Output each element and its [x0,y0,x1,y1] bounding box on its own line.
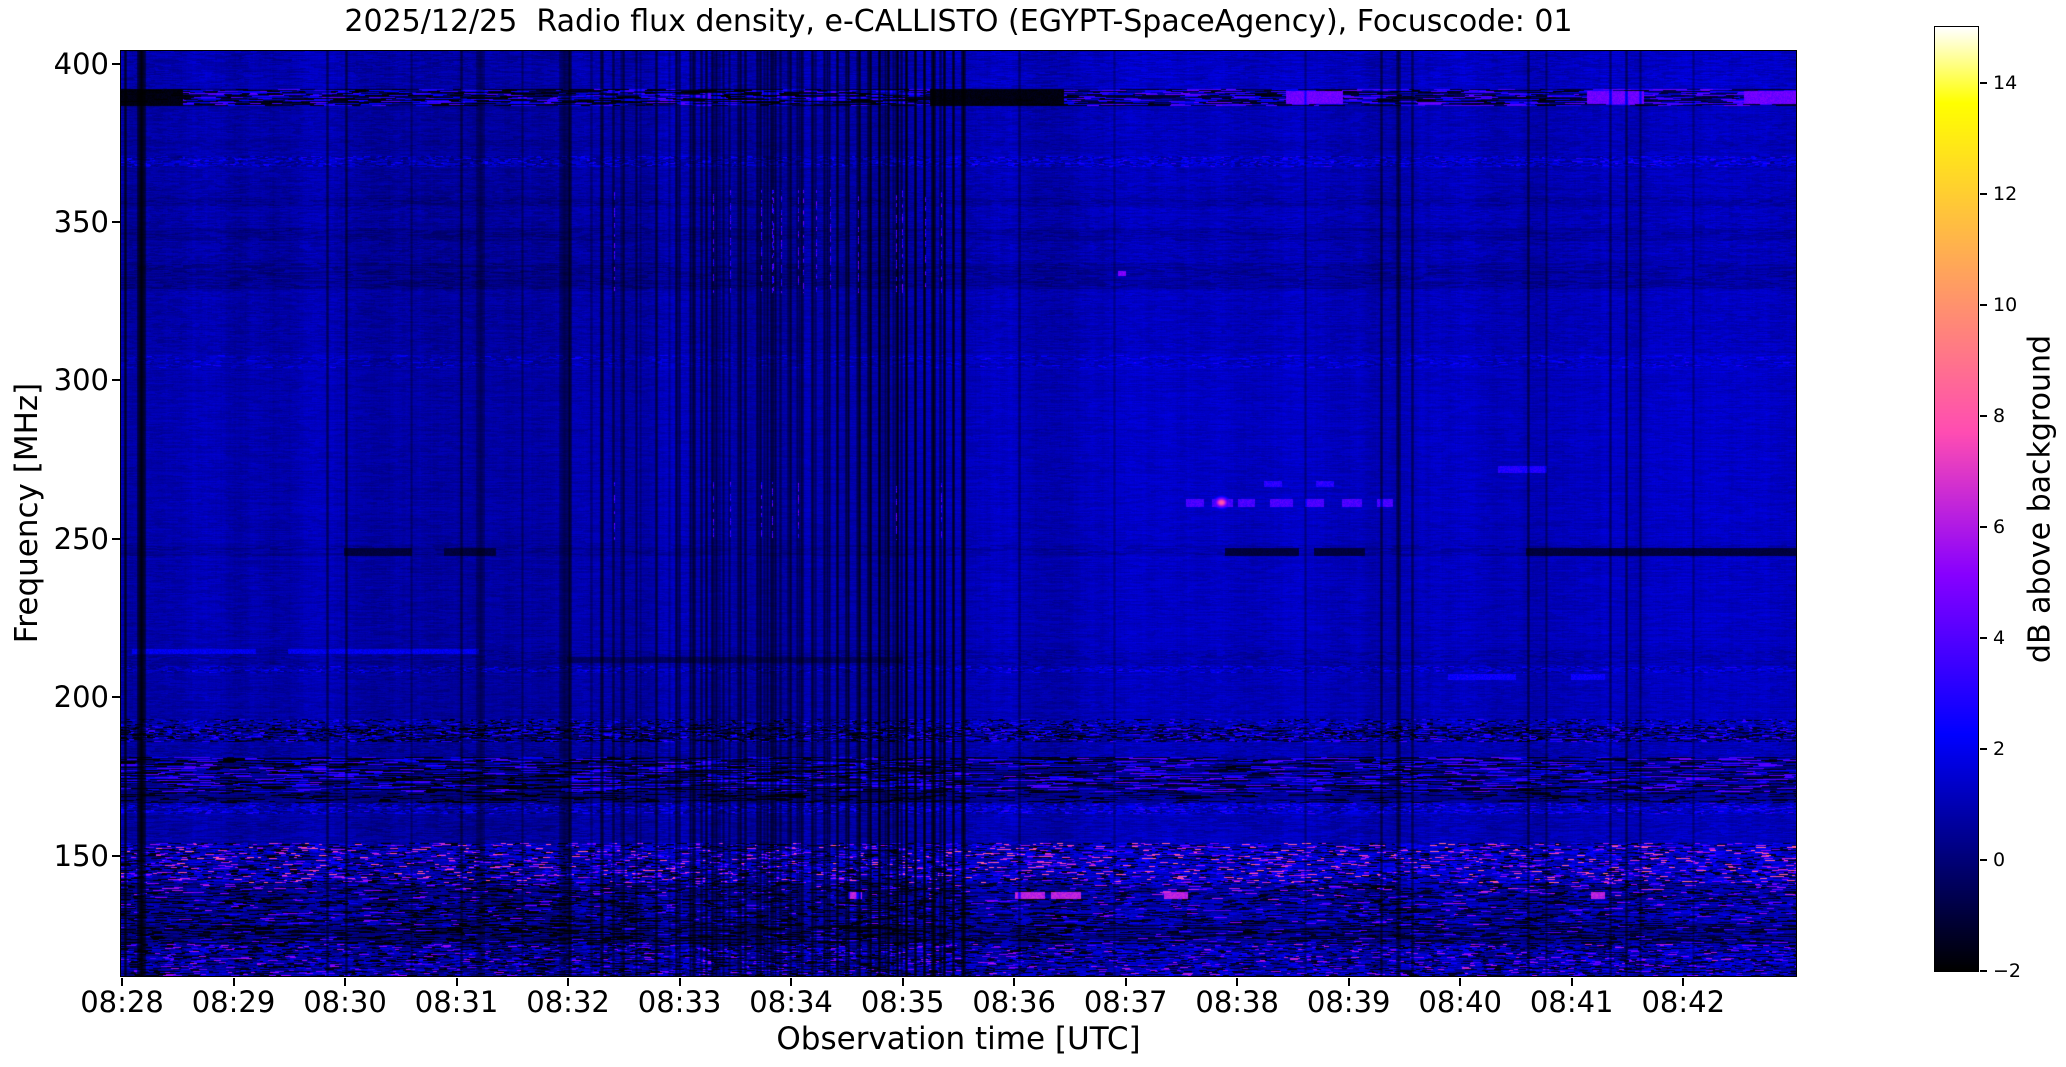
x-tick-label: 08:42 [1641,985,1726,1019]
colorbar-tick-mark [1979,303,1987,306]
y-tick-mark [111,62,120,65]
colorbar-tick-label: −2 [1993,960,2022,982]
colorbar-tick-label: 8 [1993,404,2006,427]
x-tick-label: 08:31 [414,985,499,1019]
colorbar-tick-mark [1979,636,1987,639]
y-tick-mark [111,696,120,699]
y-tick-label: 300 [53,363,109,398]
x-tick-mark [1682,977,1685,986]
colorbar-tick-label: 6 [1993,515,2006,538]
colorbar-tick-label: 12 [1993,182,2018,205]
colorbar-tick-label: 14 [1993,71,2018,94]
y-tick-label: 250 [53,521,109,556]
x-tick-label: 08:33 [637,985,722,1019]
colorbar-gradient [1933,25,1979,972]
colorbar-tick-mark [1979,414,1987,417]
x-tick-mark [1570,977,1573,986]
y-tick-label: 200 [53,680,109,715]
x-tick-label: 08:30 [303,985,387,1019]
y-tick-label: 400 [53,46,109,81]
y-tick-label: 150 [53,838,109,873]
x-tick-mark [567,977,570,986]
x-tick-mark [1347,977,1350,986]
colorbar-tick-label: 10 [1993,293,2018,316]
x-tick-label: 08:38 [1195,985,1279,1019]
colorbar-tick-mark [1979,858,1987,861]
x-tick-label: 08:39 [1306,985,1391,1019]
y-tick-mark [111,221,120,224]
colorbar-tick-mark [1979,525,1987,528]
x-tick-mark [1124,977,1127,986]
y-tick-label: 350 [53,205,109,240]
x-tick-label: 08:29 [191,985,276,1019]
x-tick-mark [344,977,347,986]
x-tick-mark [121,977,123,986]
y-axis-label: Frequency [MHz] [9,382,45,644]
y-tick-mark [111,537,120,540]
colorbar-tick-mark [1979,192,1987,195]
x-tick-mark [790,977,793,986]
x-tick-label: 08:37 [1083,985,1168,1019]
x-tick-label: 08:34 [749,985,833,1019]
colorbar-tick-label: 2 [1993,737,2006,760]
y-tick-mark [111,854,120,857]
x-tick-mark [232,977,235,986]
x-tick-label: 08:35 [860,985,945,1019]
spectrogram-heatmap [119,49,1797,977]
colorbar-tick-label: 4 [1993,626,2006,649]
x-tick-label: 08:41 [1529,985,1614,1019]
colorbar-tick-label: 0 [1993,848,2006,871]
colorbar-tick-mark [1979,81,1987,84]
x-tick-mark [678,977,681,986]
colorbar-label: dB above background [2022,334,2058,664]
y-tick-mark [111,379,120,382]
chart-title: 2025/12/25 Radio flux density, e-CALLIST… [344,4,1573,39]
x-tick-mark [1013,977,1016,986]
x-tick-label: 08:32 [526,985,610,1019]
x-tick-label: 08:28 [80,985,164,1019]
x-tick-mark [1236,977,1239,986]
x-tick-mark [1459,977,1462,986]
x-tick-mark [455,977,458,986]
x-axis-label: Observation time [UTC] [776,1021,1141,1057]
colorbar-tick-mark [1979,747,1987,750]
colorbar-tick-mark [1979,970,1987,972]
x-tick-mark [901,977,904,986]
x-tick-label: 08:40 [1418,985,1502,1019]
x-tick-label: 08:36 [972,985,1056,1019]
